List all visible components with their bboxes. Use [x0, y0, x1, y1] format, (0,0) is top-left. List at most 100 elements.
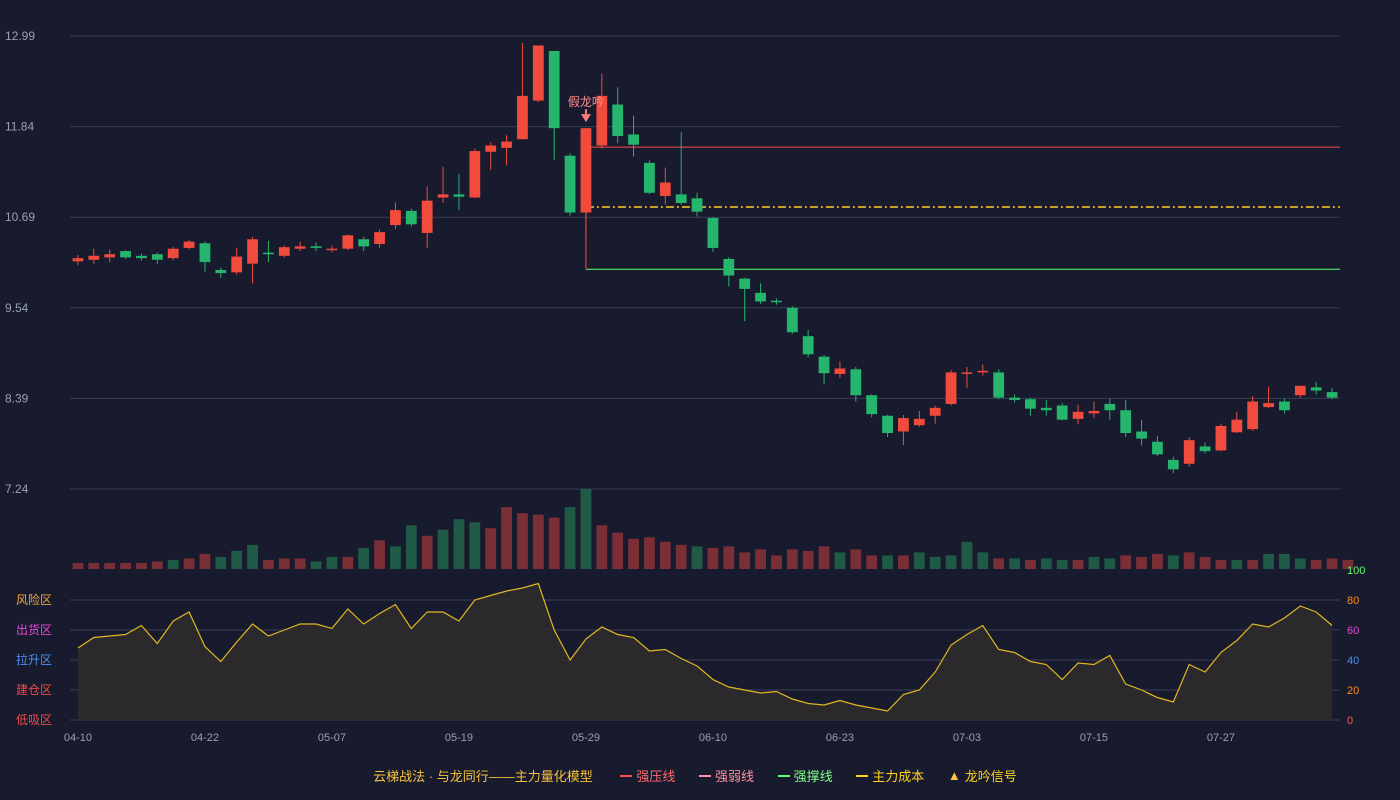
volume-bar: [1215, 559, 1227, 569]
candle-body: [517, 95, 528, 140]
candle-body: [374, 232, 385, 244]
candle-body: [1310, 387, 1322, 391]
volume-bar: [1136, 556, 1147, 569]
candle-body: [501, 141, 512, 148]
x-tick-label: 06-23: [826, 732, 854, 744]
volume-bar: [1009, 558, 1020, 569]
x-tick-label: 07-15: [1080, 732, 1108, 744]
candle-body: [659, 182, 671, 196]
osc-tick-label: 60: [1347, 625, 1359, 637]
x-tick-label: 05-29: [572, 732, 600, 744]
volume-bar: [882, 555, 893, 569]
volume-bar: [644, 537, 655, 569]
candle-body: [72, 258, 84, 262]
candle-body: [342, 235, 354, 249]
volume-bar: [1040, 558, 1052, 569]
volume-bar: [517, 513, 528, 569]
legend-item-strength[interactable]: 强弱线: [699, 766, 754, 785]
candle-body: [199, 243, 211, 263]
volume-bar: [739, 552, 751, 569]
candle-body: [326, 248, 338, 251]
candle-body: [802, 336, 814, 355]
volume-bar: [151, 561, 163, 569]
volume-bar: [993, 558, 1005, 569]
candle-body: [675, 194, 687, 204]
candle-body: [263, 252, 274, 255]
legend-cost-label: 主力成本: [872, 769, 925, 784]
candle-body: [1072, 411, 1084, 419]
volume-bar: [1025, 559, 1036, 569]
candle-body: [437, 194, 449, 198]
volume-bar: [469, 522, 481, 569]
osc-line: [77, 582, 1333, 712]
volume-bar: [564, 507, 576, 569]
candle-body: [1199, 446, 1211, 452]
candle-body: [707, 217, 719, 248]
volume-bar: [1247, 559, 1259, 569]
candle-body: [183, 241, 195, 248]
volume-bar: [596, 525, 608, 569]
osc-tick-label: 20: [1347, 685, 1359, 697]
signal-arrow-icon: [580, 114, 591, 123]
legend-item-cost[interactable]: 主力成本: [856, 766, 924, 785]
volume-bar: [786, 549, 798, 569]
candle-body: [1009, 397, 1020, 400]
volume-bar: [1152, 553, 1163, 569]
volume-bar: [945, 555, 957, 569]
candle-body: [120, 251, 131, 258]
candle-body: [628, 134, 639, 145]
candle-body: [898, 418, 909, 432]
osc-tick-label: 0: [1347, 715, 1353, 727]
candle-body: [167, 248, 179, 259]
candle-body: [485, 145, 497, 152]
volume-bar: [278, 558, 290, 569]
legend-item-pressure[interactable]: 强压线: [620, 766, 675, 785]
legend-title: 云梯战法 · 与龙同行——主力量化模型: [373, 769, 593, 784]
legend-item-support[interactable]: 强撑线: [777, 766, 833, 785]
volume-bar: [628, 538, 639, 569]
volume-bar: [802, 550, 814, 569]
candle-body: [977, 370, 989, 373]
volume-bar: [580, 489, 592, 569]
osc-zone-label: 出货区: [16, 622, 52, 637]
volume-bar: [183, 558, 195, 569]
volume-bar: [1326, 558, 1338, 569]
candle-body: [961, 372, 973, 374]
volume-bar: [834, 552, 846, 569]
grid-lines: [70, 35, 1340, 490]
candle-body: [834, 368, 846, 374]
candle-body: [1040, 407, 1052, 411]
volume-bar: [342, 556, 354, 569]
volume-bar: [913, 552, 925, 569]
osc-zone-label: 建仓区: [16, 683, 52, 697]
legend-item-signal[interactable]: ▲ 龙吟信号: [948, 766, 1017, 785]
x-tick-label: 05-19: [445, 732, 473, 744]
volume-bar: [977, 552, 989, 569]
candle-body: [723, 258, 735, 276]
osc-zone-label: 拉升区: [16, 652, 52, 667]
volume-bar: [421, 535, 433, 569]
candle-body: [358, 239, 370, 247]
volume-bar: [167, 559, 179, 569]
volume-bar: [707, 547, 719, 569]
volume-bar: [1231, 559, 1243, 569]
volume-bar: [1104, 558, 1116, 569]
legend: 云梯战法 · 与龙同行——主力量化模型 强压线 强弱线 强撑线 主力成本 ▲ 龙吟…: [0, 766, 1400, 785]
candle-body: [691, 198, 703, 212]
legend-strength-swatch: [699, 774, 711, 777]
volume-bar: [771, 555, 782, 569]
volume-bar: [818, 546, 830, 569]
x-tick-label: 04-10: [64, 732, 92, 744]
volume-bar: [88, 562, 100, 569]
candle-body: [469, 151, 481, 198]
volume-bar: [374, 540, 385, 569]
volume-bar: [358, 547, 370, 569]
triangle-icon: ▲: [947, 768, 961, 783]
volume-bar: [326, 556, 338, 569]
volume-bar: [691, 546, 703, 569]
volume-bar: [659, 541, 671, 569]
x-tick-label: 04-22: [191, 732, 219, 744]
volume-bar: [310, 561, 322, 569]
price-tick-label: 10.69: [5, 210, 35, 224]
candle-body: [913, 418, 925, 426]
